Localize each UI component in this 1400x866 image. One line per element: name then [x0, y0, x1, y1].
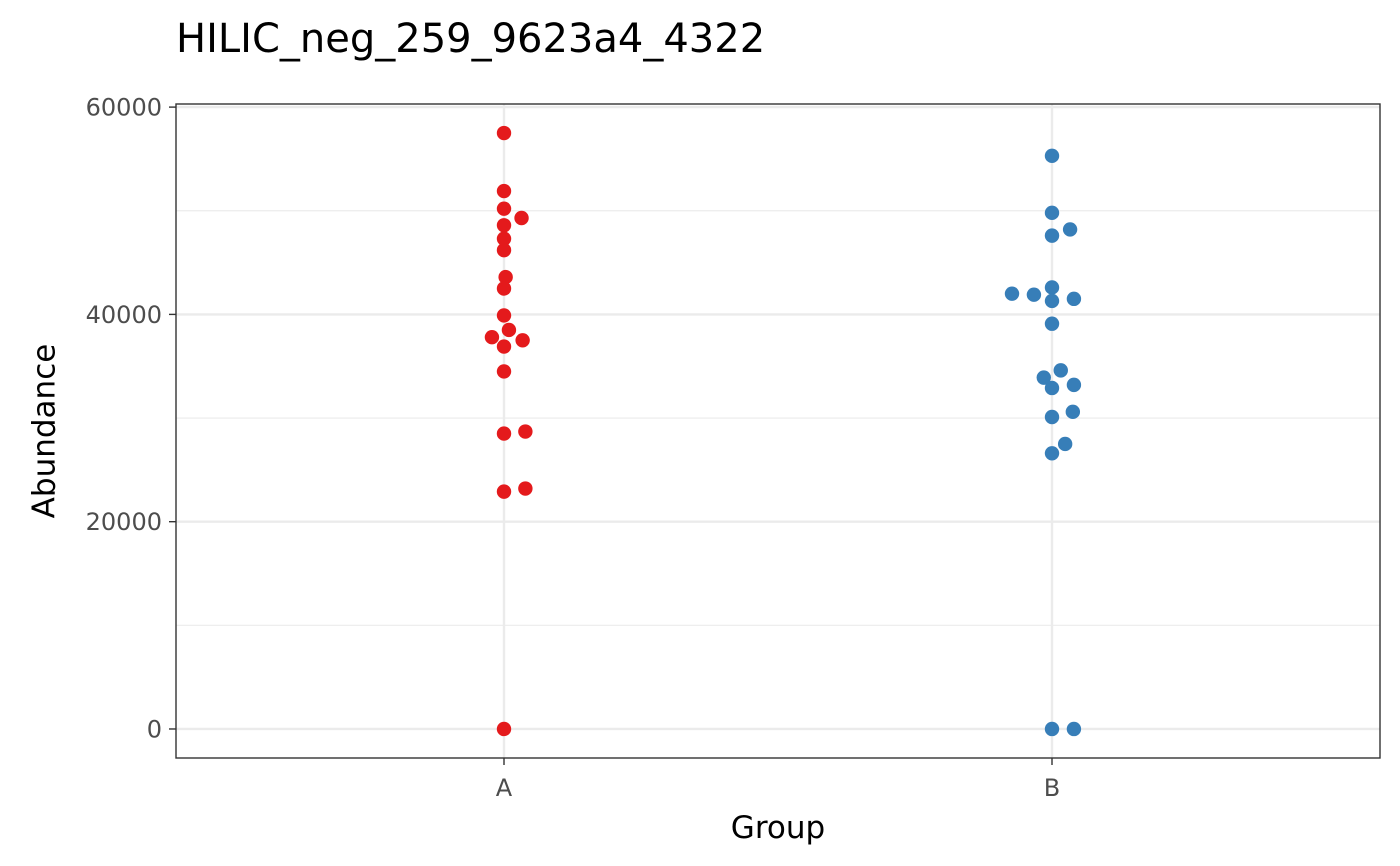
data-point	[518, 481, 533, 496]
y-tick-label: 40000	[86, 301, 162, 329]
chart-title: HILIC_neg_259_9623a4_4322	[176, 16, 765, 62]
data-point	[496, 721, 512, 737]
data-point	[1026, 287, 1042, 302]
data-point	[1044, 380, 1060, 396]
x-axis-title: Group	[731, 810, 825, 846]
y-tick-label: 20000	[86, 508, 162, 536]
data-point	[496, 308, 512, 323]
data-point	[498, 269, 513, 285]
x-tick-label: B	[1044, 774, 1060, 802]
data-point	[1004, 286, 1020, 301]
data-point	[1044, 205, 1060, 221]
data-point	[1062, 222, 1078, 237]
grid-lines	[176, 104, 1380, 758]
plot-panel-border	[175, 103, 1381, 759]
data-point	[1044, 293, 1060, 309]
data-point	[515, 333, 530, 348]
data-point	[1053, 363, 1068, 378]
data-point	[1044, 409, 1060, 425]
axes: 0 20000 40000 60000 A B	[86, 94, 1061, 802]
data-point	[496, 426, 512, 441]
data-point	[1044, 148, 1060, 164]
data-point	[1066, 291, 1082, 307]
data-points	[484, 125, 1082, 737]
y-axis-title: Abundance	[27, 344, 63, 519]
data-point	[1044, 721, 1060, 737]
data-point	[496, 218, 512, 233]
data-point	[496, 281, 512, 296]
data-point	[518, 424, 533, 439]
data-point	[496, 201, 512, 216]
data-point	[1044, 446, 1060, 461]
data-point	[1044, 316, 1060, 331]
data-point	[1065, 404, 1081, 420]
data-point	[496, 339, 512, 354]
data-point	[496, 231, 512, 246]
y-tick-label: 0	[147, 715, 162, 743]
data-point	[1044, 228, 1060, 243]
x-tick-label: A	[496, 774, 513, 802]
data-point	[484, 330, 500, 345]
y-tick-label: 60000	[86, 94, 162, 122]
data-point	[501, 322, 517, 338]
data-point	[496, 183, 512, 199]
data-point	[496, 125, 512, 141]
data-point	[1066, 721, 1082, 737]
data-point	[1036, 370, 1051, 385]
data-point	[496, 242, 512, 258]
data-point	[1057, 436, 1073, 452]
data-point	[496, 364, 512, 379]
data-point	[496, 484, 512, 499]
data-point	[514, 210, 529, 226]
data-point	[1066, 377, 1082, 393]
data-point	[1044, 280, 1060, 295]
